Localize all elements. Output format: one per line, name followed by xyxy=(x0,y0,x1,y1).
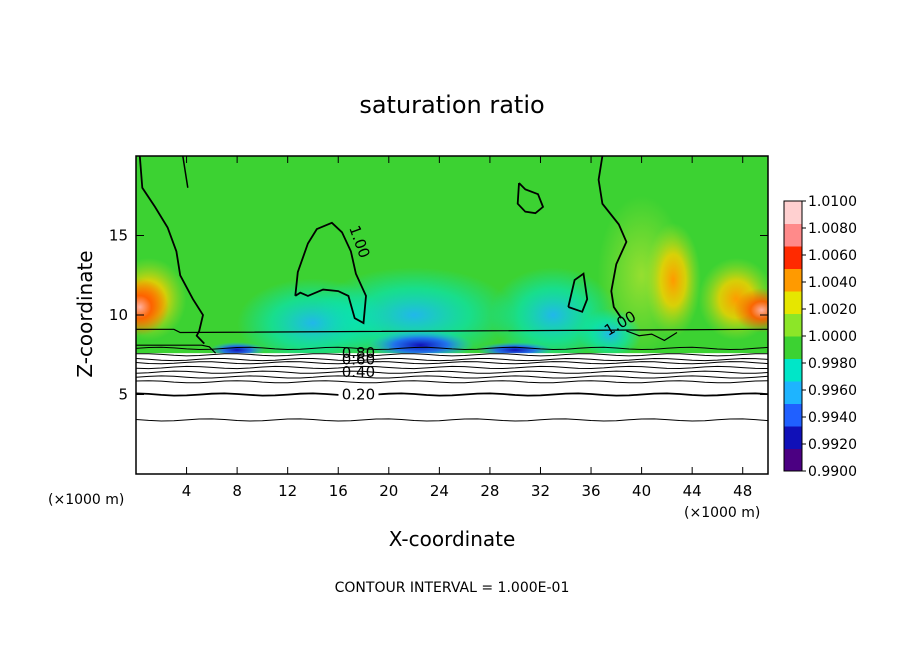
contour-line xyxy=(136,392,768,397)
x-tick-label: 20 xyxy=(379,482,398,500)
chart-title: saturation ratio xyxy=(359,91,544,119)
colorbar-label: 0.9940 xyxy=(808,410,857,426)
x-axis: 4 8 12 16 20 24 28 32 36 40 44 48 xyxy=(182,156,752,500)
x-tick-label: 32 xyxy=(531,482,550,500)
colorbar-label: 0.9900 xyxy=(808,464,857,480)
shading-blob xyxy=(645,222,702,338)
x-unit-right: (×1000 m) xyxy=(684,505,760,521)
x-axis-label: X-coordinate xyxy=(389,527,516,551)
x-tick-label: 28 xyxy=(480,482,499,500)
colorbar-swatch xyxy=(784,448,802,472)
contour-label: 0.80 xyxy=(342,344,375,362)
contour-line-1.00 xyxy=(294,221,367,325)
contour-line xyxy=(136,418,768,422)
contour-label: 0.20 xyxy=(342,385,375,403)
contour-label: 0.60 xyxy=(342,350,375,368)
x-tick-label: 4 xyxy=(182,482,192,500)
shading-blob xyxy=(136,278,169,336)
x-unit-left: (×1000 m) xyxy=(48,492,124,508)
colorbar-swatch xyxy=(784,336,802,359)
shading-blob xyxy=(367,330,474,360)
colorbar-label: 1.0060 xyxy=(808,248,857,264)
colorbar-label: 1.0040 xyxy=(808,275,857,291)
contour-line xyxy=(136,353,768,357)
colorbar-swatch xyxy=(784,426,802,449)
y-axis-label: Z-coordinate xyxy=(73,250,97,377)
colorbar-swatch xyxy=(784,381,802,404)
x-tick-label: 48 xyxy=(733,482,752,500)
contour-line-1.00 xyxy=(182,156,189,188)
contour-line xyxy=(136,365,768,370)
contour-line xyxy=(136,357,768,362)
contour-line xyxy=(136,370,768,374)
colorbar-label: 1.0020 xyxy=(808,302,857,318)
colorbar-label: 1.0080 xyxy=(808,221,857,237)
contour-line xyxy=(136,328,768,334)
x-tick-label: 8 xyxy=(232,482,242,500)
colorbar-swatch xyxy=(784,201,802,224)
contour-line-1.00 xyxy=(516,182,545,215)
colorbar-label: 1.0000 xyxy=(808,329,857,345)
contour-line-1.00 xyxy=(597,156,628,319)
colorbar-label: 0.9980 xyxy=(808,356,857,372)
x-tick-label: 40 xyxy=(632,482,651,500)
colorbar-label: 1.0100 xyxy=(808,194,857,210)
y-tick-label: 5 xyxy=(118,386,128,404)
plot-area xyxy=(136,156,768,474)
contour-line-1.00 xyxy=(567,272,589,313)
contour-line xyxy=(136,361,768,365)
x-tick-label: 12 xyxy=(278,482,297,500)
contour-line xyxy=(136,344,217,354)
colorbar-label: 0.9920 xyxy=(808,437,857,453)
x-tick-label: 36 xyxy=(581,482,600,500)
colorbar-swatch xyxy=(784,268,802,292)
contour-line xyxy=(136,346,768,351)
x-tick-label: 24 xyxy=(430,482,449,500)
colorbar-swatch xyxy=(784,358,802,382)
y-tick-label: 15 xyxy=(109,227,128,245)
contour-line xyxy=(136,375,768,379)
colorbar: 0.9900 0.9920 0.9940 0.9960 0.9980 1.0000 1.00… xyxy=(783,194,857,480)
contour-interval-note: CONTOUR INTERVAL = 1.000E-01 xyxy=(335,580,570,596)
shading-blob xyxy=(578,308,642,360)
shading-blob xyxy=(733,287,768,333)
contour-labels: 1.001.000.800.600.400.20 xyxy=(338,223,639,403)
contour-line xyxy=(136,380,768,384)
y-axis: 5 10 15 xyxy=(109,227,768,404)
x-tick-label: 16 xyxy=(329,482,348,500)
colorbar-swatch xyxy=(784,223,802,247)
colorbar-swatch xyxy=(784,403,802,427)
contour-lines xyxy=(136,156,768,422)
contour-line-1.00 xyxy=(626,330,678,342)
y-tick-label: 10 xyxy=(109,306,128,324)
colorbar-swatch xyxy=(784,313,802,337)
contour-label: 0.40 xyxy=(342,363,375,381)
x-tick-label: 44 xyxy=(683,482,702,500)
colorbar-swatch xyxy=(784,246,802,269)
colorbar-swatch xyxy=(784,291,802,314)
colorbar-label: 0.9960 xyxy=(808,383,857,399)
